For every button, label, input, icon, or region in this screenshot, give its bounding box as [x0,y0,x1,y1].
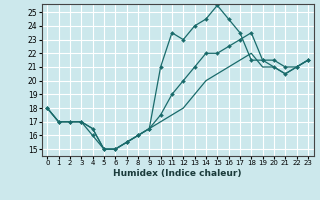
X-axis label: Humidex (Indice chaleur): Humidex (Indice chaleur) [113,169,242,178]
